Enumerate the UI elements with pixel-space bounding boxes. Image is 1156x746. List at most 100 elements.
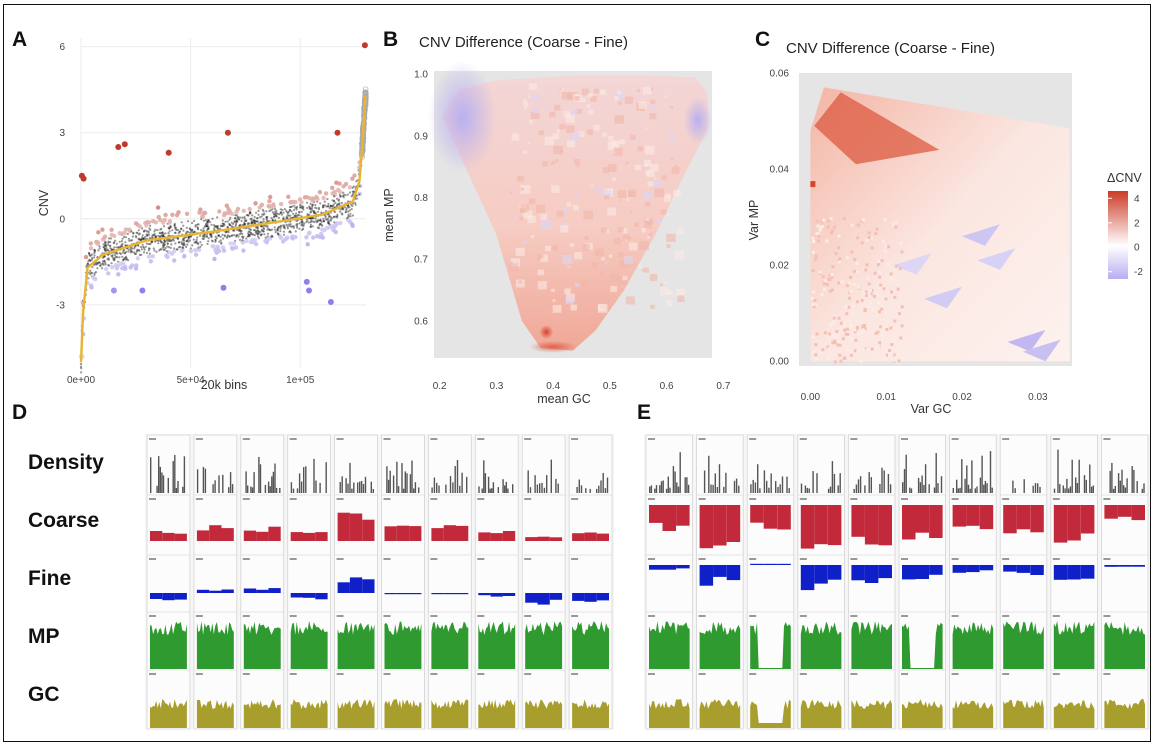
e-density-bar bbox=[1064, 488, 1066, 493]
panel-a-point bbox=[298, 227, 301, 230]
panel-c-texture-cell bbox=[889, 272, 893, 276]
panel-a-point bbox=[246, 222, 249, 225]
panel-c-legend-tick-label: 2 bbox=[1134, 218, 1140, 229]
panel-b-texture-cell bbox=[532, 107, 540, 114]
panel-c-texture-cell bbox=[820, 220, 824, 224]
panel-a-point bbox=[338, 202, 341, 205]
d-density-bar bbox=[456, 460, 459, 493]
panel-a-point bbox=[107, 241, 110, 244]
panel-a-point bbox=[119, 245, 122, 248]
panel-c-texture-cell bbox=[874, 332, 878, 335]
e-density-bar bbox=[864, 485, 866, 493]
d-density-bar bbox=[347, 483, 349, 493]
panel-a-point bbox=[151, 235, 154, 238]
panel-a-point bbox=[264, 236, 267, 239]
panel-a-point bbox=[141, 243, 144, 246]
e-coarse-bar bbox=[713, 505, 727, 546]
panel-a-point bbox=[193, 230, 196, 233]
panel-b-texture-cell bbox=[550, 162, 553, 165]
panel-b-texture-cell bbox=[577, 131, 585, 137]
panel-a-point bbox=[316, 226, 319, 229]
panel-a-point bbox=[174, 228, 177, 231]
panel-c-texture-cell bbox=[838, 353, 842, 357]
e-density-bar bbox=[654, 488, 656, 493]
panel-a-point bbox=[352, 202, 355, 205]
panel-a-point bbox=[180, 241, 183, 244]
panel-a-point bbox=[259, 202, 265, 207]
panel-a-point bbox=[259, 220, 262, 223]
panel-a-point bbox=[248, 233, 251, 236]
panel-c-texture-cell bbox=[870, 236, 874, 240]
panel-c-texture-cell bbox=[817, 232, 821, 236]
panel-a-point bbox=[109, 244, 112, 247]
panel-c-texture-cell bbox=[844, 332, 848, 336]
panel-a-point bbox=[308, 205, 311, 208]
panel-a-point bbox=[266, 204, 272, 209]
panel-a-point bbox=[287, 223, 290, 226]
e-density-bar bbox=[660, 481, 663, 493]
d-gc-area bbox=[196, 699, 234, 728]
panel-a-point bbox=[181, 243, 184, 246]
e-scale-marker bbox=[799, 498, 807, 500]
e-density-bar bbox=[924, 464, 927, 493]
e-locus-column bbox=[1101, 434, 1149, 730]
panel-a-point bbox=[129, 251, 132, 254]
panel-b-texture-cell bbox=[636, 89, 640, 93]
panel-a-point bbox=[163, 240, 166, 243]
panel-a-point bbox=[153, 230, 156, 233]
panel-a-point bbox=[101, 260, 104, 263]
panel-c-texture-cell bbox=[828, 332, 832, 336]
panel-b-texture-cell bbox=[523, 240, 528, 244]
panel-a-point bbox=[162, 244, 165, 247]
panel-a-point bbox=[177, 232, 180, 235]
panel-c-texture-cell bbox=[857, 285, 861, 289]
e-scale-marker bbox=[749, 615, 757, 617]
panel-a-point bbox=[235, 214, 238, 217]
panel-b-texture-cell bbox=[666, 289, 673, 295]
d-scale-marker bbox=[336, 558, 344, 560]
panel-a-point bbox=[118, 251, 121, 255]
e-coarse-bar bbox=[979, 505, 994, 530]
d-fine-bar bbox=[243, 588, 257, 593]
panel-a-point bbox=[277, 226, 280, 229]
panel-a-point bbox=[214, 225, 217, 228]
panel-a-point bbox=[145, 251, 149, 254]
e-coarse-bar bbox=[763, 505, 778, 529]
panel-a-point bbox=[210, 223, 213, 226]
panel-a-point bbox=[210, 233, 213, 236]
d-density-bar bbox=[303, 467, 305, 493]
panel-c-legend-title: ΔCNV bbox=[1107, 171, 1142, 185]
d-coarse-bar bbox=[315, 532, 328, 541]
e-scale-marker bbox=[1052, 558, 1060, 560]
e-scale-marker bbox=[1052, 673, 1060, 675]
d-coarse-bar bbox=[221, 528, 234, 541]
e-mp-area bbox=[1053, 621, 1095, 669]
panel-a-point bbox=[278, 235, 284, 240]
panel-c-texture-cell bbox=[864, 290, 868, 294]
e-fine-bar bbox=[966, 565, 980, 573]
e-density-bar bbox=[881, 467, 883, 493]
d-density-bar bbox=[507, 488, 509, 493]
d-density-bar bbox=[396, 461, 398, 493]
d-track-label-density: Density bbox=[28, 451, 104, 474]
panel-c-texture-cell bbox=[875, 314, 879, 318]
panel-a-point bbox=[325, 205, 328, 208]
panel-a-point bbox=[311, 204, 314, 207]
d-scale-marker bbox=[477, 498, 485, 500]
panel-a-point bbox=[314, 204, 317, 207]
panel-c-texture-cell bbox=[874, 345, 878, 349]
panel-b-texture-cell bbox=[566, 264, 571, 269]
panel-b-negative-region bbox=[683, 96, 712, 145]
panel-a-point bbox=[329, 218, 332, 221]
panel-letter-b: B bbox=[383, 28, 398, 51]
panel-a-point bbox=[276, 232, 279, 235]
panel-a-point bbox=[160, 227, 163, 230]
panel-b-texture-cell bbox=[624, 256, 633, 265]
panel-a-point bbox=[137, 238, 140, 241]
panel-a-point bbox=[255, 211, 258, 214]
panel-c-texture-cell bbox=[880, 334, 884, 338]
d-fine-bar bbox=[456, 593, 469, 595]
panel-c-legend-ticks: 420-2 bbox=[1108, 194, 1143, 278]
e-density-bar bbox=[708, 455, 710, 493]
d-gc-area bbox=[525, 699, 563, 728]
